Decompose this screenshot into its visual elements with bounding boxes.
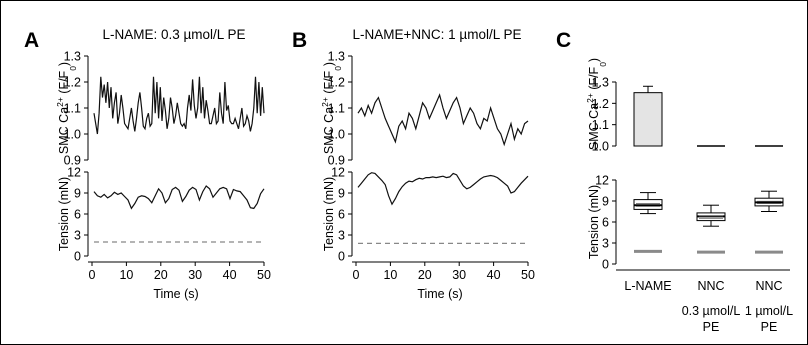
panel-b-tension-trace-series xyxy=(357,172,529,206)
panel-a-tension-y-axis-label: Tension (mN) xyxy=(57,177,71,251)
panel-a-tension-x-tick-label: 40 xyxy=(223,268,237,282)
panel-c-tension-y-tick-label: 6 xyxy=(602,216,609,230)
panel-b-tension-x-axis-label: Time (s) xyxy=(417,287,462,301)
panel-c-category-sublabel: 0.3 µmol/L xyxy=(682,304,741,318)
panel-a-calcium-y-tick-label: 0.9 xyxy=(64,154,81,168)
panel-a-tension-x-axis-label: Time (s) xyxy=(153,287,198,301)
panel-c-category-label: NNC xyxy=(697,279,724,293)
panel-b-calcium-y-axis-label-part: SMC Ca xyxy=(322,107,336,154)
panel-b-calcium-y-tick-label: 1.2 xyxy=(328,76,345,90)
panel-a-tension-y-tick-label: 3 xyxy=(74,229,81,243)
panel-b-calcium-y-axis-label-part: 2+ xyxy=(320,97,330,107)
panel-a-calcium-y-tick-label: 1.2 xyxy=(64,76,81,90)
panel-a-tension-x-tick-label: 30 xyxy=(188,268,202,282)
panel-b-calcium-y-tick-label: 1.1 xyxy=(328,102,345,116)
panel-a-tension-y-tick-label: 12 xyxy=(67,166,81,180)
panel-b-title: L-NAME+NNC: 1 µmol/L PE xyxy=(353,27,522,42)
panel-a-title: L-NAME: 0.3 µmol/L PE xyxy=(102,27,245,42)
panel-c-calcium-y-axis-label-part: SMC Ca xyxy=(587,103,601,150)
panel-c-calcium-bar xyxy=(633,92,663,147)
panel-c-calcium-y-axis-label-part: (F/F xyxy=(587,66,601,93)
panel-c-category-label: NNC xyxy=(755,279,782,293)
panel-a-tension-x-tick-label: 0 xyxy=(89,268,96,282)
panel-a-calcium-y-axis-label-part: 0 xyxy=(68,66,78,71)
panel-c-tension-y-tick-label: 0 xyxy=(602,258,609,272)
panel-c-category-label: L-NAME xyxy=(624,279,671,293)
panel-a-tension-trace-series xyxy=(93,185,265,210)
panel-b-tension-x-tick-label: 20 xyxy=(418,268,432,282)
panel-a-tension-x-tick-label: 50 xyxy=(257,268,271,282)
panel-b-tension-y-tick-label: 9 xyxy=(338,187,345,201)
panel-b-tension-x-tick-label: 30 xyxy=(452,268,466,282)
panel-c-category-sublabel: PE xyxy=(761,320,778,334)
panel-c-calcium-y-tick-label: 1.3 xyxy=(592,76,609,90)
panel-b-calcium-y-tick-label: 1.3 xyxy=(328,50,345,64)
panel-a-tension-y-tick-label: 9 xyxy=(74,187,81,201)
panel-label-c: C xyxy=(556,29,571,52)
panel-b-tension-y-tick-label: 6 xyxy=(338,208,345,222)
panel-c-calcium-y-tick-label: 1.2 xyxy=(592,97,609,111)
panel-b-calcium-trace-series xyxy=(357,93,529,147)
panel-c-calcium-y-axis-label-part: 2+ xyxy=(585,93,595,103)
panel-b-tension-y-tick-label: 12 xyxy=(331,166,345,180)
panel-label-a: A xyxy=(24,29,39,52)
panel-c-tension-y-tick-label: 9 xyxy=(602,195,609,209)
panel-a-tension-x-tick-label: 20 xyxy=(154,268,168,282)
panel-b-tension-y-tick-label: 0 xyxy=(338,250,345,264)
panel-a-tension-y-tick-label: 6 xyxy=(74,208,81,222)
panel-b-calcium-y-axis-label: SMC Ca2+ (F/F0) xyxy=(320,62,343,154)
panel-b-tension-y-tick-label: 3 xyxy=(338,229,345,243)
panel-a-calcium-y-tick-label: 1.1 xyxy=(64,102,81,116)
panel-c-calcium-y-tick-label: 1.0 xyxy=(592,140,609,154)
panel-a-tension-chart: 0 3 6 9 12 0 10 20 30 40 50 Time (s) Tension (mN) xyxy=(57,166,271,302)
panel-c-calcium-y-axis-label: SMC Ca2+ (F/F0) xyxy=(585,58,608,150)
panel-c-calcium-y-axis-label-part: ) xyxy=(587,58,601,62)
panel-c-tension-y-tick-label: 3 xyxy=(602,237,609,251)
panel-a-tension-y-tick-label: 0 xyxy=(74,250,81,264)
panel-b-tension-x-tick-label: 50 xyxy=(521,268,535,282)
panel-a-calcium-y-axis-label: SMC Ca2+ (F/F0) xyxy=(55,62,78,154)
panel-a-tension-x-tick-label: 10 xyxy=(119,268,133,282)
panel-b-calcium-y-axis-label-part: (F/F xyxy=(322,70,336,97)
panel-a-calcium-y-tick-label: 1.0 xyxy=(64,128,81,142)
panel-b-calcium-y-axis-label-part: 0 xyxy=(333,66,343,71)
panel-a-calcium-y-axis-label-part: SMC Ca xyxy=(57,107,71,154)
panel-a-calcium-y-axis-label-part: (F/F xyxy=(57,70,71,97)
panel-b-calcium-y-axis-label-part: ) xyxy=(322,62,336,66)
panel-a-calcium-y-axis-label-part: ) xyxy=(57,62,71,66)
panel-b-tension-chart: 0 3 6 9 12 0 10 20 30 40 50 Time (s) Tension (mN) xyxy=(322,166,535,302)
panel-b-tension-x-tick-label: 0 xyxy=(353,268,360,282)
panel-b-calcium-y-tick-label: 0.9 xyxy=(328,154,345,168)
panel-a-calcium-y-axis-label-part: 2+ xyxy=(55,97,65,107)
panel-c-calcium-y-tick-label: 1.1 xyxy=(592,118,609,132)
panel-b-calcium-y-tick-label: 1.0 xyxy=(328,128,345,142)
panel-c-category-sublabel: 1 µmol/L xyxy=(745,304,793,318)
panel-b-tension-x-tick-label: 10 xyxy=(383,268,397,282)
panel-label-b: B xyxy=(292,29,307,52)
panel-a-calcium-y-tick-label: 1.3 xyxy=(64,50,81,64)
panel-c-category-sublabel: PE xyxy=(703,320,720,334)
panel-c-tension-y-axis-label: Tension (mN) xyxy=(587,185,601,259)
panel-a-calcium-trace-series xyxy=(93,76,265,135)
panel-b-tension-y-axis-label: Tension (mN) xyxy=(322,177,336,251)
panel-b-tension-x-tick-label: 40 xyxy=(487,268,501,282)
panel-c-calcium-y-axis-label-part: 0 xyxy=(598,62,608,67)
panel-c-tension-y-tick-label: 12 xyxy=(595,174,609,188)
